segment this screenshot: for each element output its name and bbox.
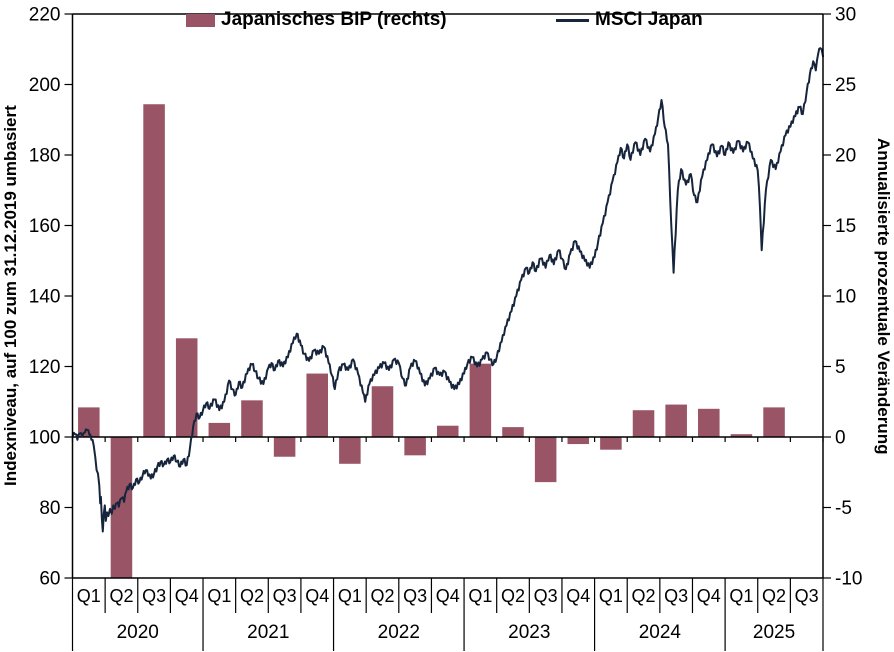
right-axis-tick-label: -5 (835, 498, 852, 519)
quarter-label: Q1 (729, 586, 753, 606)
quarter-label: Q1 (468, 586, 492, 606)
right-axis-tick-label: 15 (835, 216, 856, 237)
left-axis-tick-label: 100 (29, 428, 61, 449)
gdp-bar (371, 386, 394, 437)
gdp-bar (143, 104, 165, 438)
quarter-label: Q3 (273, 586, 297, 606)
gdp-bar (339, 437, 361, 464)
legend-label-msci: MSCI Japan (595, 9, 703, 30)
quarter-label: Q4 (697, 586, 721, 606)
gdp-bar (78, 407, 100, 437)
quarter-label: Q2 (370, 586, 394, 606)
left-axis-tick-label: 120 (29, 357, 61, 378)
year-label: 2021 (247, 622, 289, 643)
quarter-label: Q4 (566, 586, 590, 606)
quarter-label: Q2 (632, 586, 656, 606)
legend-label-bip: Japanisches BIP (rechts) (221, 9, 447, 30)
gdp-bar (502, 427, 524, 437)
right-axis-title: Annualisierte prozentuale Veränderung (874, 137, 893, 455)
gdp-bar (306, 373, 328, 437)
year-label: 2024 (639, 622, 682, 643)
left-axis-tick-label: 220 (29, 5, 61, 26)
quarter-label: Q3 (664, 586, 688, 606)
quarter-label: Q3 (142, 586, 166, 606)
gdp-bar (567, 437, 590, 445)
gdp-bar (436, 425, 459, 437)
gdp-bar (763, 407, 785, 437)
year-label: 2023 (508, 622, 550, 643)
msci-line (71, 47, 824, 533)
gdp-bar (175, 338, 198, 437)
quarter-label: Q4 (175, 586, 199, 606)
quarter-label: Q2 (762, 586, 786, 606)
quarter-label: Q4 (305, 586, 329, 606)
gdp-bar (730, 434, 753, 437)
left-axis-tick-label: 80 (39, 498, 60, 519)
gdp-bar (469, 363, 492, 437)
gdp-bar (632, 410, 655, 437)
right-axis-tick-label: 10 (835, 287, 856, 308)
quarter-label: Q2 (109, 586, 133, 606)
quarter-label: Q3 (403, 586, 427, 606)
left-axis-tick-label: 200 (29, 75, 61, 96)
right-axis-tick-label: 5 (835, 357, 846, 378)
gdp-bar (273, 437, 296, 457)
gdp-bar (241, 400, 263, 437)
left-axis-title: Indexniveau, auf 100 zum 31.12.2019 umba… (1, 105, 20, 487)
quarter-label: Q1 (599, 586, 623, 606)
quarter-label: Q3 (534, 586, 558, 606)
quarter-label: Q2 (240, 586, 264, 606)
year-label: 2025 (753, 622, 795, 643)
right-axis-tick-label: -10 (835, 569, 862, 590)
gdp-bar (665, 404, 687, 437)
gdp-bar (600, 437, 622, 450)
quarter-label: Q1 (207, 586, 231, 606)
gdp-bar (110, 437, 133, 578)
legend-item-bip: Japanisches BIP (rechts) (186, 9, 447, 31)
year-label: 2020 (117, 622, 159, 643)
quarter-label: Q3 (795, 586, 819, 606)
left-axis-tick-label: 60 (39, 569, 60, 590)
right-axis-tick-label: 25 (835, 75, 856, 96)
gdp-bar (534, 437, 557, 483)
left-axis-tick-label: 140 (29, 287, 61, 308)
quarter-label: Q1 (77, 586, 101, 606)
legend-item-msci: MSCI Japan (556, 9, 703, 31)
quarter-label: Q1 (338, 586, 362, 606)
line-swatch-icon (556, 18, 589, 22)
left-axis-tick-label: 160 (29, 216, 61, 237)
gdp-bar (208, 422, 231, 437)
right-axis-tick-label: 0 (835, 428, 846, 449)
quarter-label: Q2 (501, 586, 525, 606)
left-axis-tick-label: 180 (29, 146, 61, 167)
right-axis-tick-label: 30 (835, 5, 856, 26)
gdp-bar (404, 437, 426, 456)
quarter-label: Q4 (436, 586, 460, 606)
right-axis-tick-label: 20 (835, 146, 856, 167)
year-label: 2022 (378, 622, 420, 643)
gdp-bar (698, 408, 720, 437)
bar-swatch-icon (186, 13, 215, 27)
